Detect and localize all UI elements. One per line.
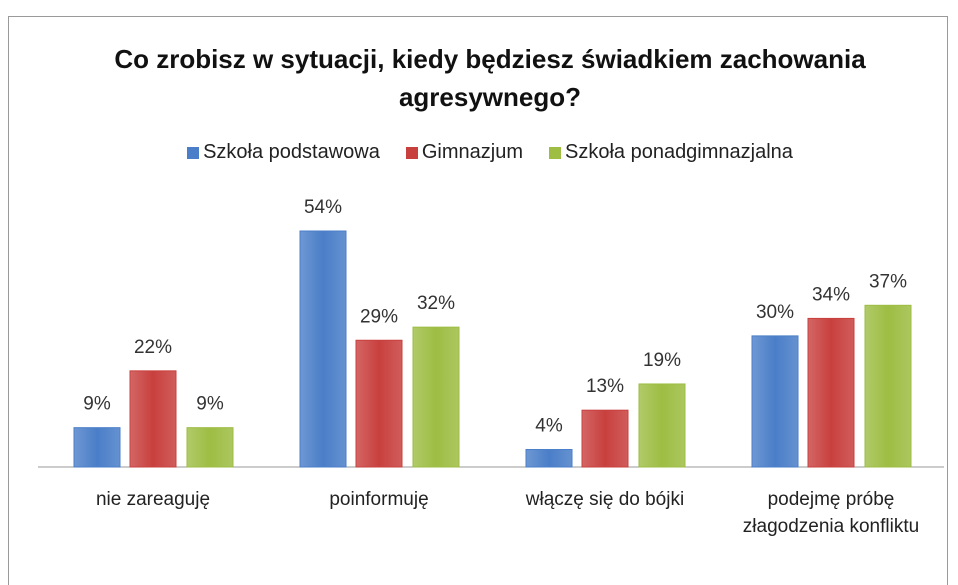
legend-swatch [548, 146, 561, 159]
bar [864, 304, 912, 468]
legend-label: Szkoła ponadgimnazjalna [564, 141, 793, 163]
legend-label: Szkoła podstawowa [203, 141, 380, 163]
bar [525, 449, 573, 468]
data-label: 13% [586, 376, 624, 397]
bar [129, 370, 177, 468]
data-label: 9% [83, 394, 111, 415]
data-label: 29% [360, 306, 398, 327]
data-label: 19% [643, 350, 681, 371]
x-tick-label: włączę się do bójki [525, 489, 685, 510]
bar [807, 317, 855, 468]
data-label: 32% [417, 293, 455, 314]
bar [355, 339, 403, 468]
legend-swatch [405, 146, 418, 159]
x-tick-label: poinformuję [329, 489, 429, 510]
bar [299, 230, 347, 468]
x-tick-label: nie zareaguję [95, 489, 211, 510]
bar [186, 427, 234, 468]
legend: Szkoła podstawowa Gimnazjum Szkoła ponadgi… [0, 141, 958, 164]
data-label: 54% [304, 197, 342, 218]
legend-item: Gimnazjum [405, 141, 523, 164]
chart-frame [8, 16, 948, 585]
bar [581, 409, 629, 468]
bar [638, 383, 686, 468]
legend-item: Szkoła ponadgimnazjalna [548, 141, 793, 164]
legend-item: Szkoła podstawowa [187, 141, 380, 164]
bar [751, 335, 799, 468]
data-label: 4% [535, 416, 563, 437]
data-label: 34% [812, 284, 850, 305]
legend-label: Gimnazjum [421, 141, 523, 163]
legend-swatch [187, 146, 200, 159]
x-tick-label: podejmę próbę złagodzenia konfliktu [742, 489, 920, 537]
data-label: 37% [869, 271, 907, 292]
chart-title: Co zrobisz w sytuacji, kiedy będziesz św… [114, 44, 866, 112]
data-label: 30% [756, 302, 794, 323]
bar [73, 427, 121, 468]
data-label: 22% [134, 337, 172, 358]
data-label: 9% [196, 394, 224, 415]
bar [412, 326, 460, 468]
